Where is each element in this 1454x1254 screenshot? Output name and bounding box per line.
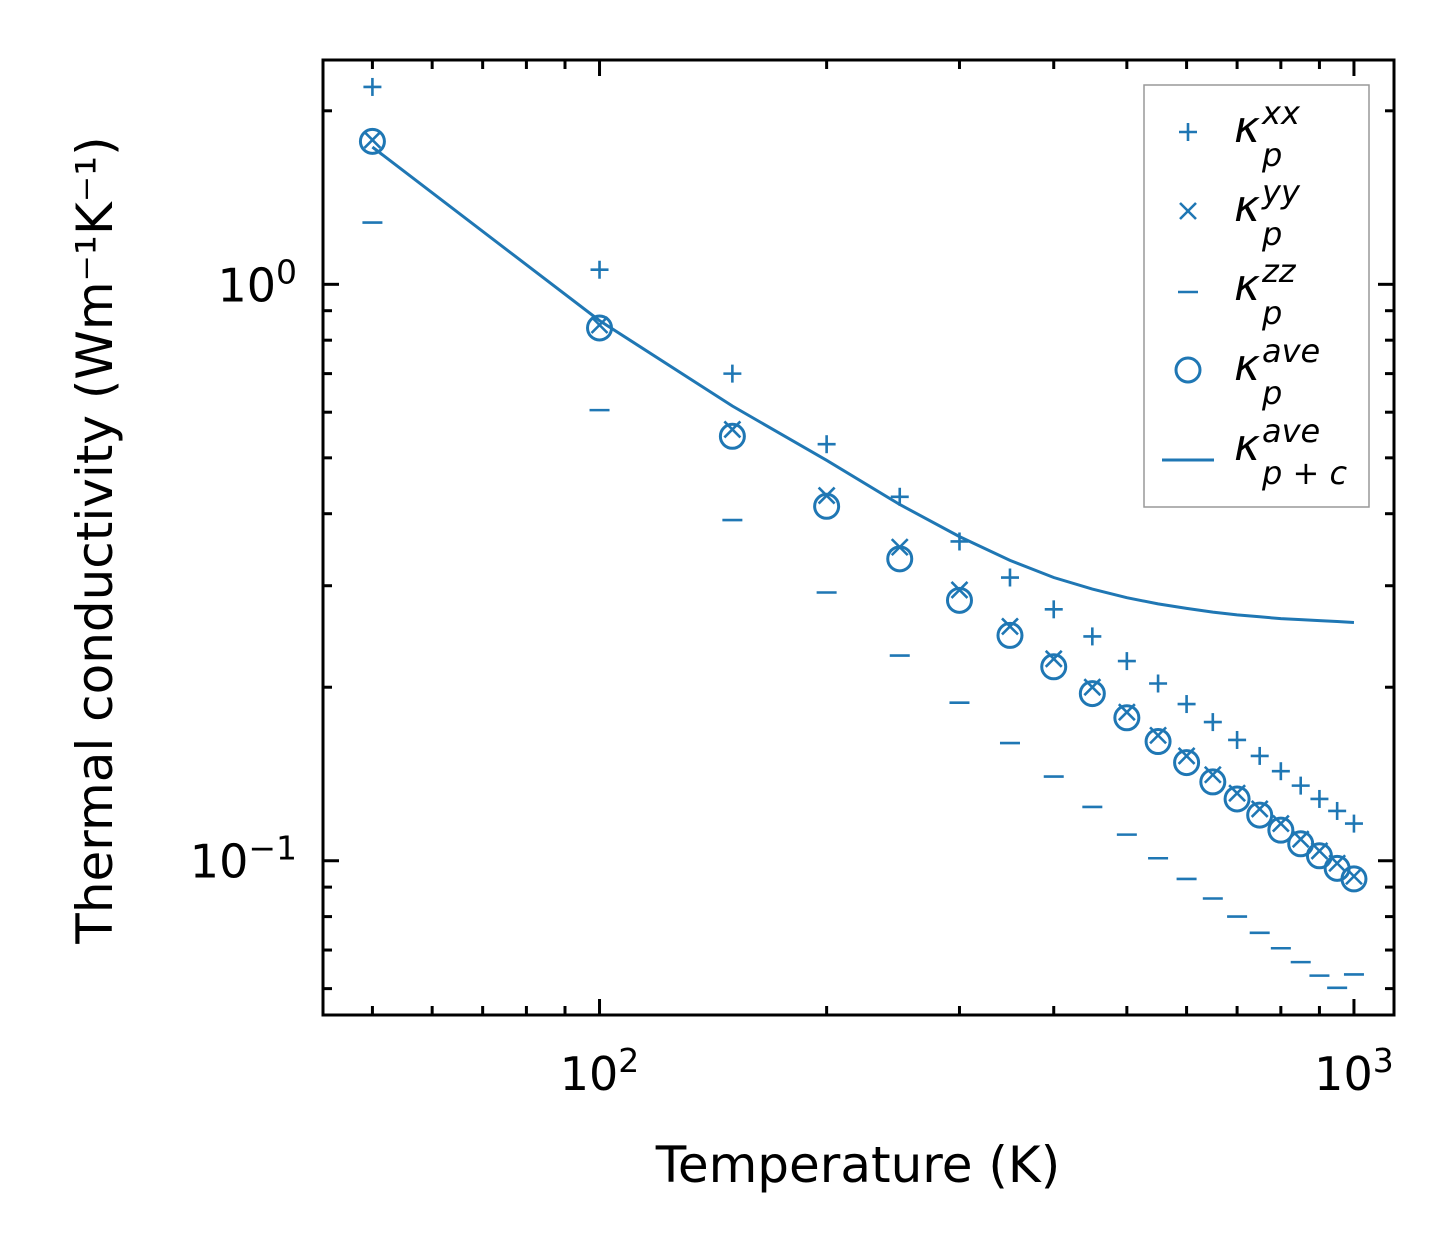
data-point [1113, 704, 1141, 732]
series-2 [362, 221, 1364, 990]
legend-entry: κave p + c [1162, 412, 1347, 492]
circle [996, 621, 1024, 649]
data-point [1044, 649, 1063, 668]
x-b [590, 316, 609, 334]
legend-box [1143, 84, 1370, 508]
data-point [945, 586, 973, 614]
legend-label: κxx p [1234, 94, 1301, 174]
data-point [363, 77, 382, 96]
x-tick-label: 102 [560, 1041, 640, 1101]
x-b [950, 581, 969, 599]
data-point [1246, 801, 1274, 829]
x-b [1203, 765, 1222, 784]
x-b [363, 131, 382, 149]
circle [1199, 768, 1227, 796]
data-point [1203, 713, 1222, 732]
circle [1078, 680, 1106, 708]
series-line [371, 145, 1355, 625]
data-point [590, 316, 609, 334]
legend-marker [1179, 123, 1197, 141]
tick-label-layer: 102 103 100 10−1 [190, 252, 1394, 1101]
legend-marker [1179, 202, 1197, 220]
circle [886, 545, 914, 573]
circle [1340, 865, 1368, 893]
circle [1287, 830, 1315, 858]
data-point [723, 364, 742, 383]
circle [1223, 785, 1251, 813]
x-b [1001, 617, 1019, 636]
legend-entry: κzz p [1178, 252, 1297, 332]
legend-label: κave p [1234, 332, 1320, 412]
y-tick-label: 100 [217, 252, 297, 312]
circle [813, 492, 841, 520]
data-point [358, 127, 386, 155]
data-point [1144, 728, 1172, 756]
data-point [886, 545, 914, 573]
data-point [1203, 765, 1222, 784]
x-b [1044, 649, 1063, 668]
data-point [1340, 865, 1368, 893]
data-point [1271, 762, 1290, 781]
y-axis-label: Thermal conductivity (Wm⁻¹K⁻¹) [66, 136, 124, 944]
data-point [813, 492, 841, 520]
x-b [1345, 867, 1363, 886]
data-point [950, 581, 969, 599]
data-point [1173, 749, 1201, 777]
data-point [1177, 695, 1196, 714]
circle [1144, 728, 1172, 756]
x-axis-label: Temperature (K) [655, 1136, 1060, 1194]
circle [718, 422, 746, 450]
plot-frame [321, 58, 1396, 1017]
legend-label: κzz p [1234, 252, 1297, 332]
legend-entry: κave p [1174, 332, 1320, 412]
x-b [1179, 202, 1197, 220]
data-point [1328, 801, 1347, 820]
series-3 [358, 127, 1368, 893]
x-tick-label: 103 [1314, 1041, 1394, 1101]
series-layer [358, 77, 1368, 990]
data-point [1001, 617, 1019, 636]
circle [358, 127, 386, 155]
data-point [590, 260, 609, 279]
tick-layer [323, 60, 1394, 1015]
legend-entry: κxx p [1179, 94, 1301, 174]
data-point [1305, 842, 1333, 870]
data-point [817, 435, 836, 454]
circle [1246, 801, 1274, 829]
data-point [1250, 746, 1269, 765]
legend-label: κyy p [1234, 173, 1301, 253]
data-point [1267, 816, 1295, 844]
data-point [1199, 768, 1227, 796]
data-point [718, 422, 746, 450]
circle [1305, 842, 1333, 870]
circle [1173, 749, 1201, 777]
data-point [1228, 730, 1247, 749]
circle [1040, 653, 1068, 681]
data-point [1149, 674, 1168, 693]
data-point [1083, 627, 1102, 646]
data-point [1291, 776, 1310, 795]
y-tick-label: 10−1 [190, 829, 297, 889]
data-point [1310, 789, 1329, 808]
circle [945, 586, 973, 614]
data-point [1287, 830, 1315, 858]
circle [1174, 356, 1202, 384]
data-point [1117, 652, 1136, 671]
circle [1113, 704, 1141, 732]
legend-marker [1174, 356, 1202, 384]
data-point [996, 621, 1024, 649]
legend-entry: κyy p [1179, 173, 1301, 253]
data-point [363, 131, 382, 149]
series-4 [371, 145, 1355, 625]
legend-label: κave p + c [1234, 412, 1347, 492]
data-point [1040, 653, 1068, 681]
circle [1267, 816, 1295, 844]
data-point [1044, 600, 1063, 619]
data-point [1344, 814, 1363, 833]
data-point [1078, 680, 1106, 708]
data-point [1000, 568, 1019, 587]
data-point [1223, 785, 1251, 813]
